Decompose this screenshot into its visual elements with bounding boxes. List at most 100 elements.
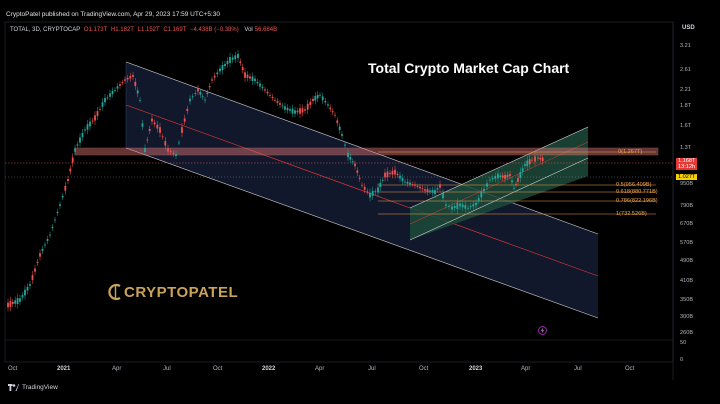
price-tick-label: 570B bbox=[680, 240, 694, 246]
asc-channel-mid-line[interactable] bbox=[409, 141, 589, 225]
candle-body bbox=[26, 287, 29, 291]
candle-body bbox=[341, 134, 343, 136]
descending-channel-fill bbox=[126, 62, 598, 318]
candle-body bbox=[453, 206, 456, 208]
candle-body bbox=[31, 275, 34, 280]
candle-body bbox=[178, 142, 180, 144]
candle-body bbox=[461, 204, 464, 208]
candle-body bbox=[201, 96, 204, 98]
candle-body bbox=[251, 76, 254, 81]
lightning-alert-icon[interactable] bbox=[538, 326, 547, 335]
candlestick-series[interactable] bbox=[7, 50, 544, 312]
channel-upper-line[interactable] bbox=[125, 61, 599, 235]
time-tick-label: Apr bbox=[112, 366, 122, 372]
tradingview-footer[interactable]: TradingView bbox=[8, 384, 58, 391]
candle-body bbox=[109, 93, 111, 97]
candle-body bbox=[464, 205, 467, 209]
chart-title: Total Crypto Market Cap Chart bbox=[368, 60, 570, 76]
candle-body bbox=[7, 302, 9, 308]
candle-body bbox=[439, 184, 441, 188]
candle-body bbox=[301, 108, 304, 113]
price-tick-label: 300B bbox=[680, 314, 694, 320]
current-price-value: 1.168T bbox=[678, 158, 696, 164]
time-tick-label: Oct bbox=[8, 366, 18, 372]
candle-body bbox=[194, 93, 197, 94]
candle-body bbox=[186, 108, 189, 111]
candle-body bbox=[394, 169, 396, 175]
candle-body bbox=[175, 154, 177, 156]
candle-body bbox=[19, 298, 21, 302]
candle-body bbox=[74, 148, 76, 152]
candle-body bbox=[213, 75, 216, 78]
candle-body bbox=[374, 191, 377, 193]
time-tick-label: Oct bbox=[625, 366, 635, 372]
candle-body bbox=[291, 108, 294, 114]
candle-body bbox=[276, 101, 279, 103]
candle-body bbox=[294, 110, 296, 114]
candle-body bbox=[281, 105, 284, 107]
candle-body bbox=[489, 179, 491, 181]
candle-body bbox=[436, 188, 439, 190]
candle-body bbox=[424, 189, 426, 191]
candle-body bbox=[94, 115, 96, 121]
candle-body bbox=[29, 284, 31, 286]
candle-body bbox=[419, 186, 421, 189]
candle-body bbox=[344, 144, 346, 146]
candle-body bbox=[16, 298, 19, 304]
channel-mid-line[interactable] bbox=[125, 104, 599, 277]
candle-body bbox=[539, 157, 542, 160]
candle-body bbox=[456, 203, 459, 209]
candle-body bbox=[526, 160, 529, 167]
candle-body bbox=[327, 104, 329, 106]
candle-body bbox=[319, 94, 321, 96]
candle-body bbox=[349, 157, 352, 160]
candle-body bbox=[472, 204, 475, 207]
candle-body bbox=[384, 172, 386, 178]
candle-body bbox=[181, 127, 183, 133]
candle-body bbox=[354, 163, 356, 167]
candle-body bbox=[279, 103, 281, 105]
time-tick-label: Jul bbox=[368, 366, 376, 372]
candle-body bbox=[321, 96, 324, 101]
price-tick-label: 1.8T bbox=[680, 103, 692, 109]
candle-body bbox=[104, 97, 106, 103]
candle-body bbox=[208, 86, 211, 88]
candle-body bbox=[36, 261, 39, 264]
candle-body bbox=[69, 168, 72, 172]
candle-body bbox=[284, 106, 286, 110]
candle-body bbox=[356, 170, 359, 173]
candle-body bbox=[429, 190, 431, 192]
candle-body bbox=[81, 132, 84, 138]
candle-body bbox=[391, 170, 394, 175]
candle-body bbox=[358, 177, 361, 179]
candle-body bbox=[366, 191, 369, 193]
candle-body bbox=[537, 157, 539, 159]
resistance-zone[interactable] bbox=[74, 147, 659, 156]
candle-body bbox=[46, 239, 49, 242]
candle-body bbox=[219, 68, 221, 72]
candle-body bbox=[64, 186, 67, 191]
channel-lower-line[interactable] bbox=[125, 147, 599, 319]
asc-channel-upper-line[interactable] bbox=[409, 126, 589, 209]
candle-body bbox=[477, 198, 480, 201]
candle-body bbox=[148, 129, 151, 132]
symbol-name[interactable]: TOTAL, 3D, CRYPTOCAP bbox=[10, 27, 81, 33]
candle-body bbox=[521, 168, 524, 172]
currency-label[interactable]: USD bbox=[682, 25, 695, 31]
candle-body bbox=[513, 187, 515, 189]
legend-high: H1.182T bbox=[110, 27, 134, 33]
candle-body bbox=[274, 99, 276, 101]
candle-body bbox=[9, 301, 12, 307]
asc-channel-lower-line[interactable] bbox=[409, 157, 589, 241]
candle-body bbox=[401, 177, 404, 182]
time-tick-label: 2022 bbox=[262, 366, 276, 372]
candle-body bbox=[199, 92, 202, 95]
legend-vol-label: Vol bbox=[244, 27, 253, 33]
candle-body bbox=[119, 84, 121, 86]
candle-body bbox=[71, 157, 74, 163]
candle-body bbox=[309, 101, 312, 105]
price-tick-label: 490B bbox=[680, 258, 694, 264]
candle-body bbox=[11, 302, 14, 304]
price-tick-label: 410B bbox=[680, 278, 694, 284]
